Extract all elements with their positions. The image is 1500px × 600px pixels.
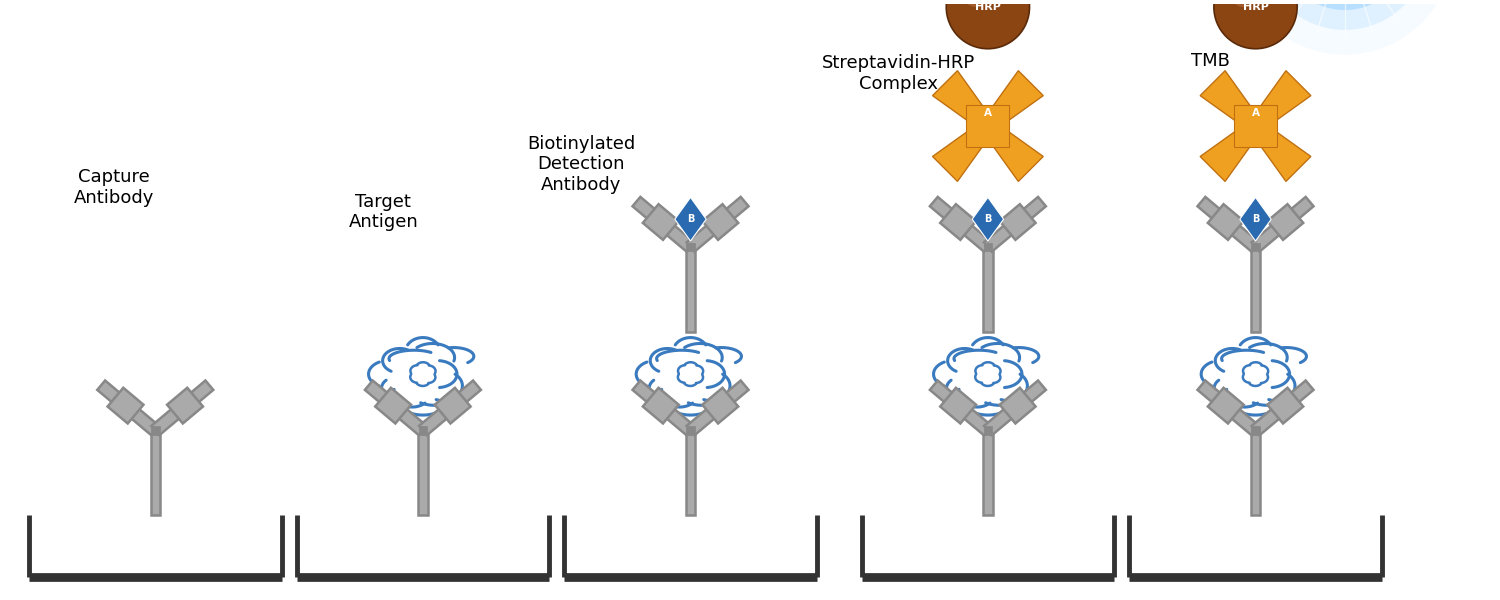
Polygon shape	[1251, 431, 1260, 515]
Polygon shape	[1251, 247, 1260, 332]
Circle shape	[946, 0, 1029, 49]
Bar	[152, 427, 159, 435]
Text: B: B	[687, 214, 694, 224]
Polygon shape	[702, 388, 738, 424]
Text: TMB: TMB	[1191, 52, 1230, 70]
Polygon shape	[940, 204, 976, 240]
Polygon shape	[702, 204, 738, 240]
Bar	[966, 104, 1010, 148]
Polygon shape	[633, 197, 694, 251]
Polygon shape	[644, 388, 678, 424]
Polygon shape	[1208, 388, 1243, 424]
Polygon shape	[933, 121, 993, 181]
Text: B: B	[984, 151, 992, 161]
Text: Capture
Antibody: Capture Antibody	[74, 168, 154, 206]
Bar	[1251, 243, 1260, 251]
Polygon shape	[972, 197, 1004, 241]
Polygon shape	[999, 204, 1035, 240]
Bar	[1251, 427, 1260, 435]
Polygon shape	[675, 197, 706, 241]
Text: A: A	[1251, 108, 1260, 118]
Polygon shape	[419, 380, 482, 435]
Polygon shape	[984, 380, 1046, 435]
Polygon shape	[1197, 197, 1260, 251]
Polygon shape	[930, 380, 992, 435]
Polygon shape	[152, 380, 213, 435]
Polygon shape	[999, 388, 1035, 424]
Polygon shape	[687, 197, 748, 251]
Polygon shape	[98, 380, 159, 435]
Polygon shape	[1197, 380, 1260, 435]
Polygon shape	[166, 388, 202, 424]
Circle shape	[1260, 0, 1430, 30]
Polygon shape	[982, 71, 1042, 131]
Polygon shape	[1240, 197, 1270, 241]
Bar	[984, 427, 992, 435]
Circle shape	[1214, 0, 1298, 49]
Polygon shape	[435, 388, 471, 424]
Polygon shape	[982, 121, 1042, 181]
Polygon shape	[108, 388, 144, 424]
Polygon shape	[1200, 121, 1262, 181]
Polygon shape	[364, 380, 428, 435]
Bar	[419, 427, 428, 435]
Polygon shape	[982, 431, 993, 515]
Polygon shape	[633, 380, 694, 435]
Polygon shape	[940, 388, 976, 424]
Polygon shape	[1200, 71, 1262, 131]
Circle shape	[1281, 0, 1408, 10]
Text: B: B	[984, 214, 992, 224]
Polygon shape	[1208, 204, 1243, 240]
Circle shape	[1230, 0, 1257, 7]
Polygon shape	[1268, 204, 1304, 240]
Text: Target
Antigen: Target Antigen	[348, 193, 418, 232]
Polygon shape	[686, 431, 694, 515]
Text: B: B	[1252, 214, 1258, 224]
Polygon shape	[933, 71, 993, 131]
Polygon shape	[1250, 71, 1311, 131]
Polygon shape	[1268, 388, 1304, 424]
Text: Streptavidin-HRP
Complex: Streptavidin-HRP Complex	[822, 54, 975, 92]
Polygon shape	[150, 431, 160, 515]
Polygon shape	[687, 380, 748, 435]
Bar	[687, 427, 694, 435]
Polygon shape	[930, 197, 992, 251]
Polygon shape	[984, 197, 1046, 251]
Bar	[1234, 104, 1276, 148]
Polygon shape	[375, 388, 411, 424]
Bar	[984, 243, 992, 251]
Polygon shape	[1251, 380, 1314, 435]
Text: B: B	[1251, 151, 1260, 161]
Text: A: A	[984, 108, 992, 118]
Text: HRP: HRP	[1242, 2, 1269, 12]
Polygon shape	[644, 204, 678, 240]
Circle shape	[1236, 0, 1454, 55]
Polygon shape	[1251, 197, 1314, 251]
Text: HRP: HRP	[975, 2, 1000, 12]
Bar	[687, 243, 694, 251]
Circle shape	[963, 0, 990, 7]
Polygon shape	[982, 247, 993, 332]
Text: Biotinylated
Detection
Antibody: Biotinylated Detection Antibody	[528, 134, 636, 194]
Polygon shape	[1250, 121, 1311, 181]
Polygon shape	[686, 247, 694, 332]
Polygon shape	[419, 431, 428, 515]
